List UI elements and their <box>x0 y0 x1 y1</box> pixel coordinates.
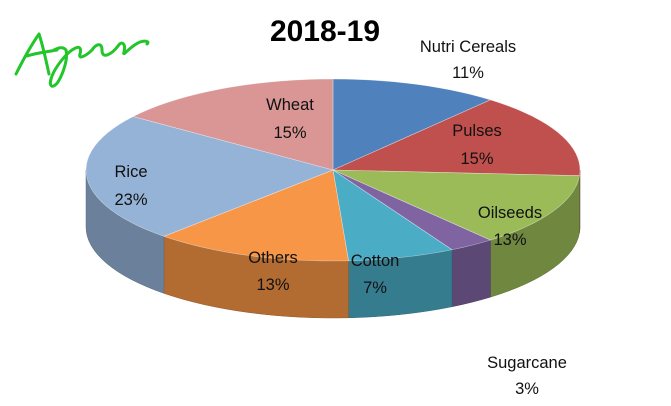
slice-oilseeds <box>332 169 580 241</box>
slice-cotton <box>332 169 453 262</box>
slice-label-rice: Rice <box>114 163 147 181</box>
slice-label-cotton: Cotton <box>351 252 400 270</box>
slice-value-pulses: 15% <box>460 150 493 168</box>
handwritten-signature <box>14 32 150 88</box>
slice-labels: Nutri Cereals 11% Pulses 15% Oilseeds 13% Suga… <box>114 38 566 398</box>
slice-value-sugarcane: 3% <box>515 380 539 398</box>
pie-top <box>85 78 581 262</box>
slice-value-wheat: 15% <box>273 124 306 142</box>
slice-wheat <box>132 78 334 171</box>
slice-value-nutri-cereals: 11% <box>452 64 484 82</box>
slice-pulses <box>332 99 581 177</box>
signature-stroke <box>14 32 150 88</box>
pie-depth <box>85 169 581 319</box>
slice-others <box>163 169 349 262</box>
slice-value-cotton: 7% <box>363 279 387 297</box>
slice-label-oilseeds: Oilseeds <box>478 204 542 222</box>
slice-nutri-cereals <box>332 78 492 171</box>
slice-side-sugarcane <box>451 239 491 308</box>
slice-value-oilseeds: 13% <box>493 231 526 249</box>
slice-label-sugarcane: Sugarcane <box>487 354 567 372</box>
slice-rice <box>85 116 334 237</box>
slice-value-rice: 23% <box>114 191 147 209</box>
slice-label-nutri-cereals: Nutri Cereals <box>420 38 516 56</box>
slice-label-others: Others <box>248 249 298 267</box>
chart-title: 2018-19 <box>270 15 380 48</box>
slice-value-others: 13% <box>256 276 289 294</box>
slice-label-wheat: Wheat <box>266 96 314 114</box>
slice-label-pulses: Pulses <box>452 122 502 140</box>
